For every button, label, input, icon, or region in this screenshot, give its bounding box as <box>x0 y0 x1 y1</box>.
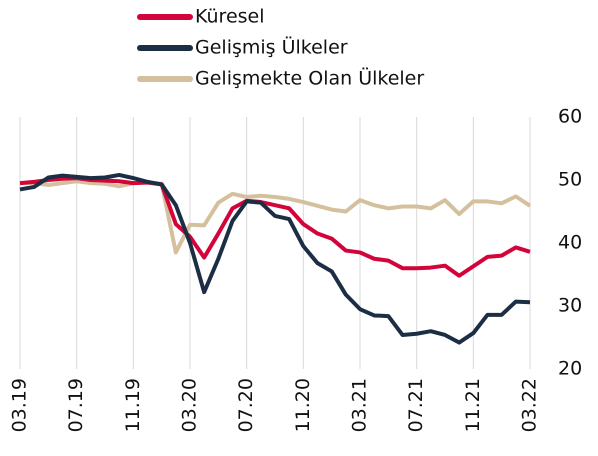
x-tick-label: 03.19 <box>9 378 31 432</box>
y-tick-label: 40 <box>558 232 582 254</box>
legend-label: Gelişmiş Ülkeler <box>195 36 348 59</box>
series-line <box>19 176 531 278</box>
x-tick-label: 11.20 <box>292 378 314 432</box>
legend-label: Küresel <box>195 6 265 28</box>
x-tick-label: 03.22 <box>519 378 541 432</box>
y-tick-label: 30 <box>558 295 582 317</box>
y-tick-label: 50 <box>558 169 582 191</box>
x-tick-label: 11.19 <box>122 378 144 432</box>
y-tick-label: 20 <box>558 358 582 380</box>
x-tick-label: 11.21 <box>462 378 484 432</box>
x-tick-label: 07.20 <box>235 378 257 432</box>
series-line <box>19 172 531 345</box>
series-line <box>20 179 532 255</box>
x-tick-label: 03.20 <box>179 378 201 432</box>
legend-label: Gelişmekte Olan Ülkeler <box>195 67 424 90</box>
x-tick-label: 07.19 <box>65 378 87 432</box>
y-tick-label: 60 <box>558 106 582 128</box>
x-tick-label: 07.21 <box>405 378 427 432</box>
x-tick-label: 03.21 <box>349 378 371 432</box>
